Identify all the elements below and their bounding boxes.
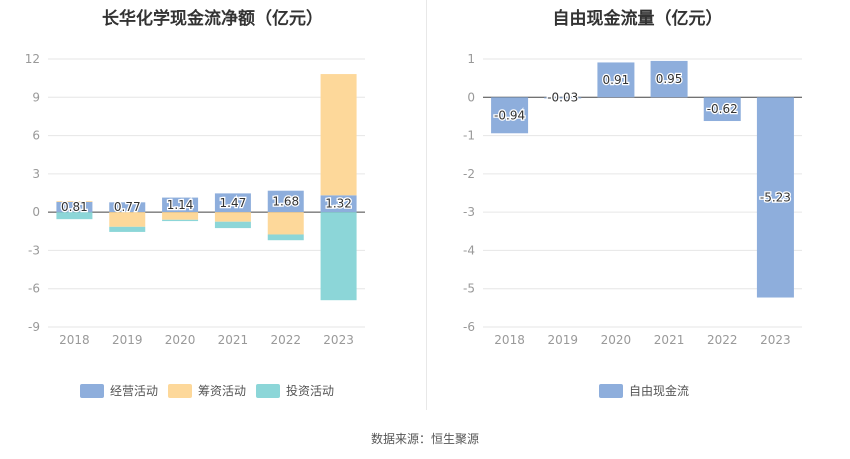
data-label: 0.95	[656, 72, 683, 86]
y-tick-label: -6	[28, 282, 40, 296]
x-tick-label: 2020	[601, 333, 632, 347]
y-tick-label: 3	[32, 167, 40, 181]
bar-经营活动	[267, 190, 304, 213]
legend-label: 筹资活动	[198, 384, 246, 398]
bar-经营活动	[214, 193, 251, 213]
x-tick-label: 2022	[707, 333, 738, 347]
y-tick-label: 6	[32, 129, 40, 143]
data-label: 0.77	[114, 200, 141, 214]
y-tick-label: -4	[463, 243, 475, 257]
y-tick-label: 1	[467, 52, 475, 66]
data-label: -0.94	[494, 108, 525, 122]
y-tick-label: -9	[28, 320, 40, 334]
right-chart-title: 自由现金流量（亿元）	[552, 9, 723, 29]
x-tick-label: 2018	[494, 333, 525, 347]
bar-投资活动	[109, 226, 146, 232]
left-chart-title: 长华化学现金流净额（亿元）	[102, 9, 323, 29]
bar-投资活动	[267, 234, 304, 241]
data-label: 1.32	[325, 197, 352, 211]
bar-筹资活动	[162, 212, 199, 220]
x-tick-label: 2021	[218, 333, 249, 347]
bar-筹资活动	[214, 212, 251, 222]
bar-自由现金流	[597, 62, 635, 98]
x-tick-label: 2019	[547, 333, 578, 347]
data-label: -0.62	[707, 102, 738, 116]
bar-筹资活动	[320, 74, 357, 196]
bar-自由现金流	[491, 97, 529, 134]
bar-自由现金流	[703, 97, 741, 122]
y-tick-label: 9	[32, 90, 40, 104]
legend-label: 经营活动	[110, 384, 158, 398]
data-label: 1.47	[220, 196, 247, 210]
bar-筹资活动	[267, 212, 304, 235]
y-tick-label: 0	[467, 90, 475, 104]
panel-divider	[426, 0, 427, 410]
x-tick-label: 2020	[165, 333, 196, 347]
data-label: -5.23	[760, 190, 791, 204]
legend-label: 投资活动	[286, 383, 334, 398]
bar-筹资活动	[56, 201, 93, 202]
y-tick-label: -6	[463, 320, 475, 334]
data-label: -0.03	[547, 90, 578, 104]
x-tick-label: 2023	[760, 333, 791, 347]
x-tick-label: 2023	[323, 333, 354, 347]
bar-经营活动	[109, 202, 146, 213]
y-tick-label: -2	[463, 167, 475, 181]
x-tick-label: 2019	[112, 333, 143, 347]
bar-自由现金流	[756, 97, 794, 298]
legend-swatch	[80, 384, 104, 398]
bar-投资活动	[56, 212, 93, 220]
bar-自由现金流	[650, 60, 688, 98]
y-tick-label: 12	[25, 52, 40, 66]
bar-经营活动	[320, 195, 357, 213]
bar-筹资活动	[109, 212, 146, 227]
bar-投资活动	[214, 221, 251, 229]
legend-swatch	[599, 384, 623, 398]
legend-swatch	[168, 384, 192, 398]
y-tick-label: -3	[463, 205, 475, 219]
y-tick-label: 0	[32, 205, 40, 219]
legend-label: 自由现金流	[629, 383, 689, 398]
data-label: 0.81	[61, 200, 88, 214]
x-tick-label: 2022	[270, 333, 301, 347]
bar-投资活动	[162, 219, 199, 222]
y-tick-label: -1	[463, 129, 475, 143]
legend-swatch	[256, 384, 280, 398]
y-tick-label: -3	[28, 243, 40, 257]
bar-经营活动	[56, 201, 93, 213]
bar-投资活动	[320, 212, 357, 301]
y-tick-label: -5	[463, 282, 475, 296]
x-tick-label: 2018	[59, 333, 90, 347]
data-label: 1.14	[167, 198, 194, 212]
data-label: 1.68	[272, 194, 299, 208]
data-label: 0.91	[603, 73, 630, 87]
bar-经营活动	[162, 197, 199, 213]
x-tick-label: 2021	[654, 333, 685, 347]
bar-自由现金流	[544, 97, 582, 99]
data-source-note: 数据来源：恒生聚源	[370, 432, 479, 446]
